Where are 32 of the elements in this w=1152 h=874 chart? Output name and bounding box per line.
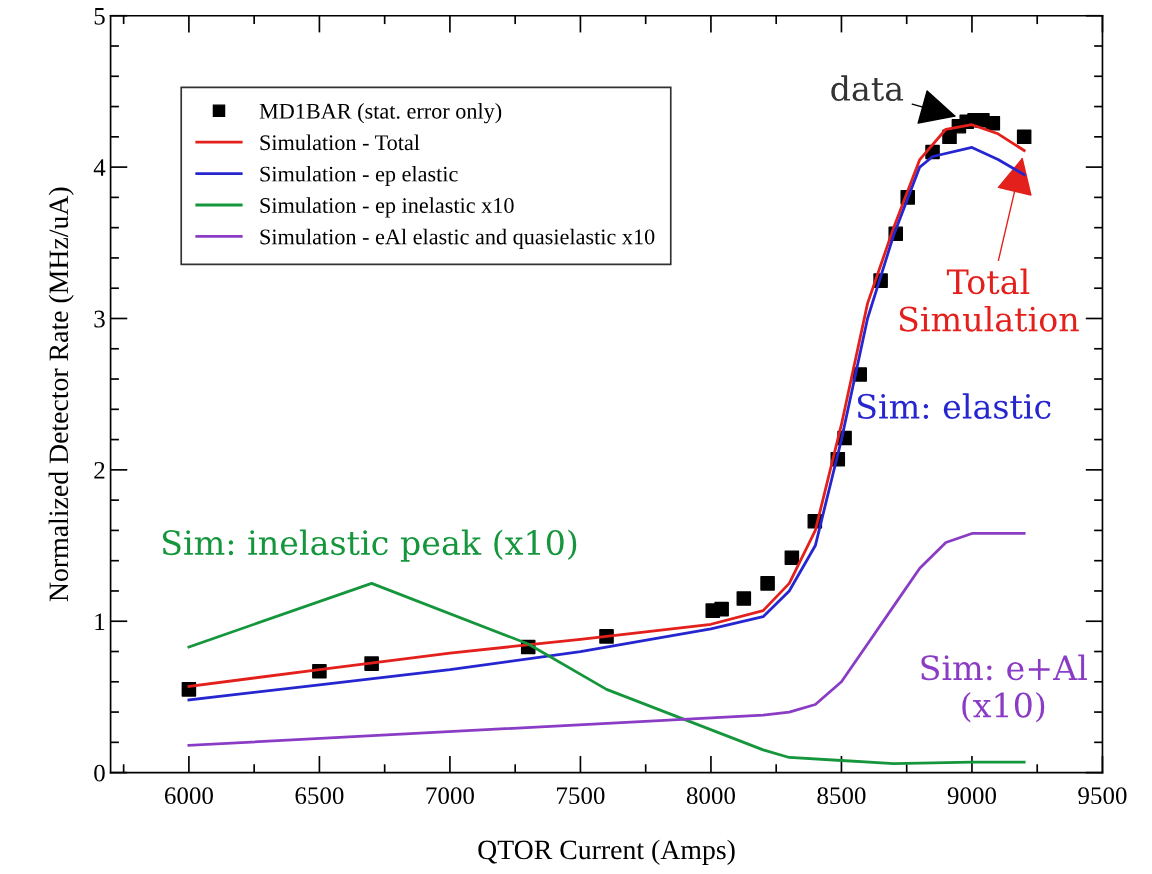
x-axis-title: QTOR Current (Amps) <box>478 839 735 865</box>
legend-label: MD1BAR (stat. error only) <box>259 103 502 124</box>
x-tick-label: 9000 <box>947 787 996 805</box>
x-tick-label: 7500 <box>557 787 605 805</box>
x-tick-label: 8000 <box>686 787 735 805</box>
y-tick-label: 5 <box>94 8 105 25</box>
x-tick-label: 9500 <box>1078 787 1127 805</box>
point <box>760 576 775 591</box>
x-tick-label: 6000 <box>164 787 213 805</box>
y-tick-label: 2 <box>94 461 105 479</box>
x-tick-label: 6500 <box>295 787 344 805</box>
y-tick-label: 3 <box>94 310 105 328</box>
point <box>985 115 1001 131</box>
annotation: Sim: inelastic peak (x10) <box>162 529 577 562</box>
legend-label: Simulation - eAl elastic and quasielastic x10 <box>260 228 655 249</box>
point <box>784 550 800 565</box>
y-tick-label: 1 <box>95 613 105 630</box>
point <box>736 591 752 606</box>
y-tick-label: 0 <box>94 764 105 782</box>
annotation: Sim: elastic <box>857 393 1051 419</box>
point <box>1016 129 1032 145</box>
y-tick-label: 4 <box>93 159 106 176</box>
legend-label: Simulation - ep inelastic x10 <box>260 197 514 218</box>
point <box>714 601 729 617</box>
x-tick-label: 7000 <box>426 787 474 805</box>
annotation: Sim: e+Al (x10) <box>921 654 1087 723</box>
x-tick-label: 8500 <box>817 787 866 805</box>
annotation: data <box>831 75 904 102</box>
annotation: Total Simulation <box>899 268 1079 332</box>
legend-label: Simulation - Total <box>260 134 420 151</box>
y-axis-title: Normalized Detector Rate (MHz/uA) <box>48 187 74 602</box>
legend-label: Simulation - ep elastic <box>260 165 458 187</box>
